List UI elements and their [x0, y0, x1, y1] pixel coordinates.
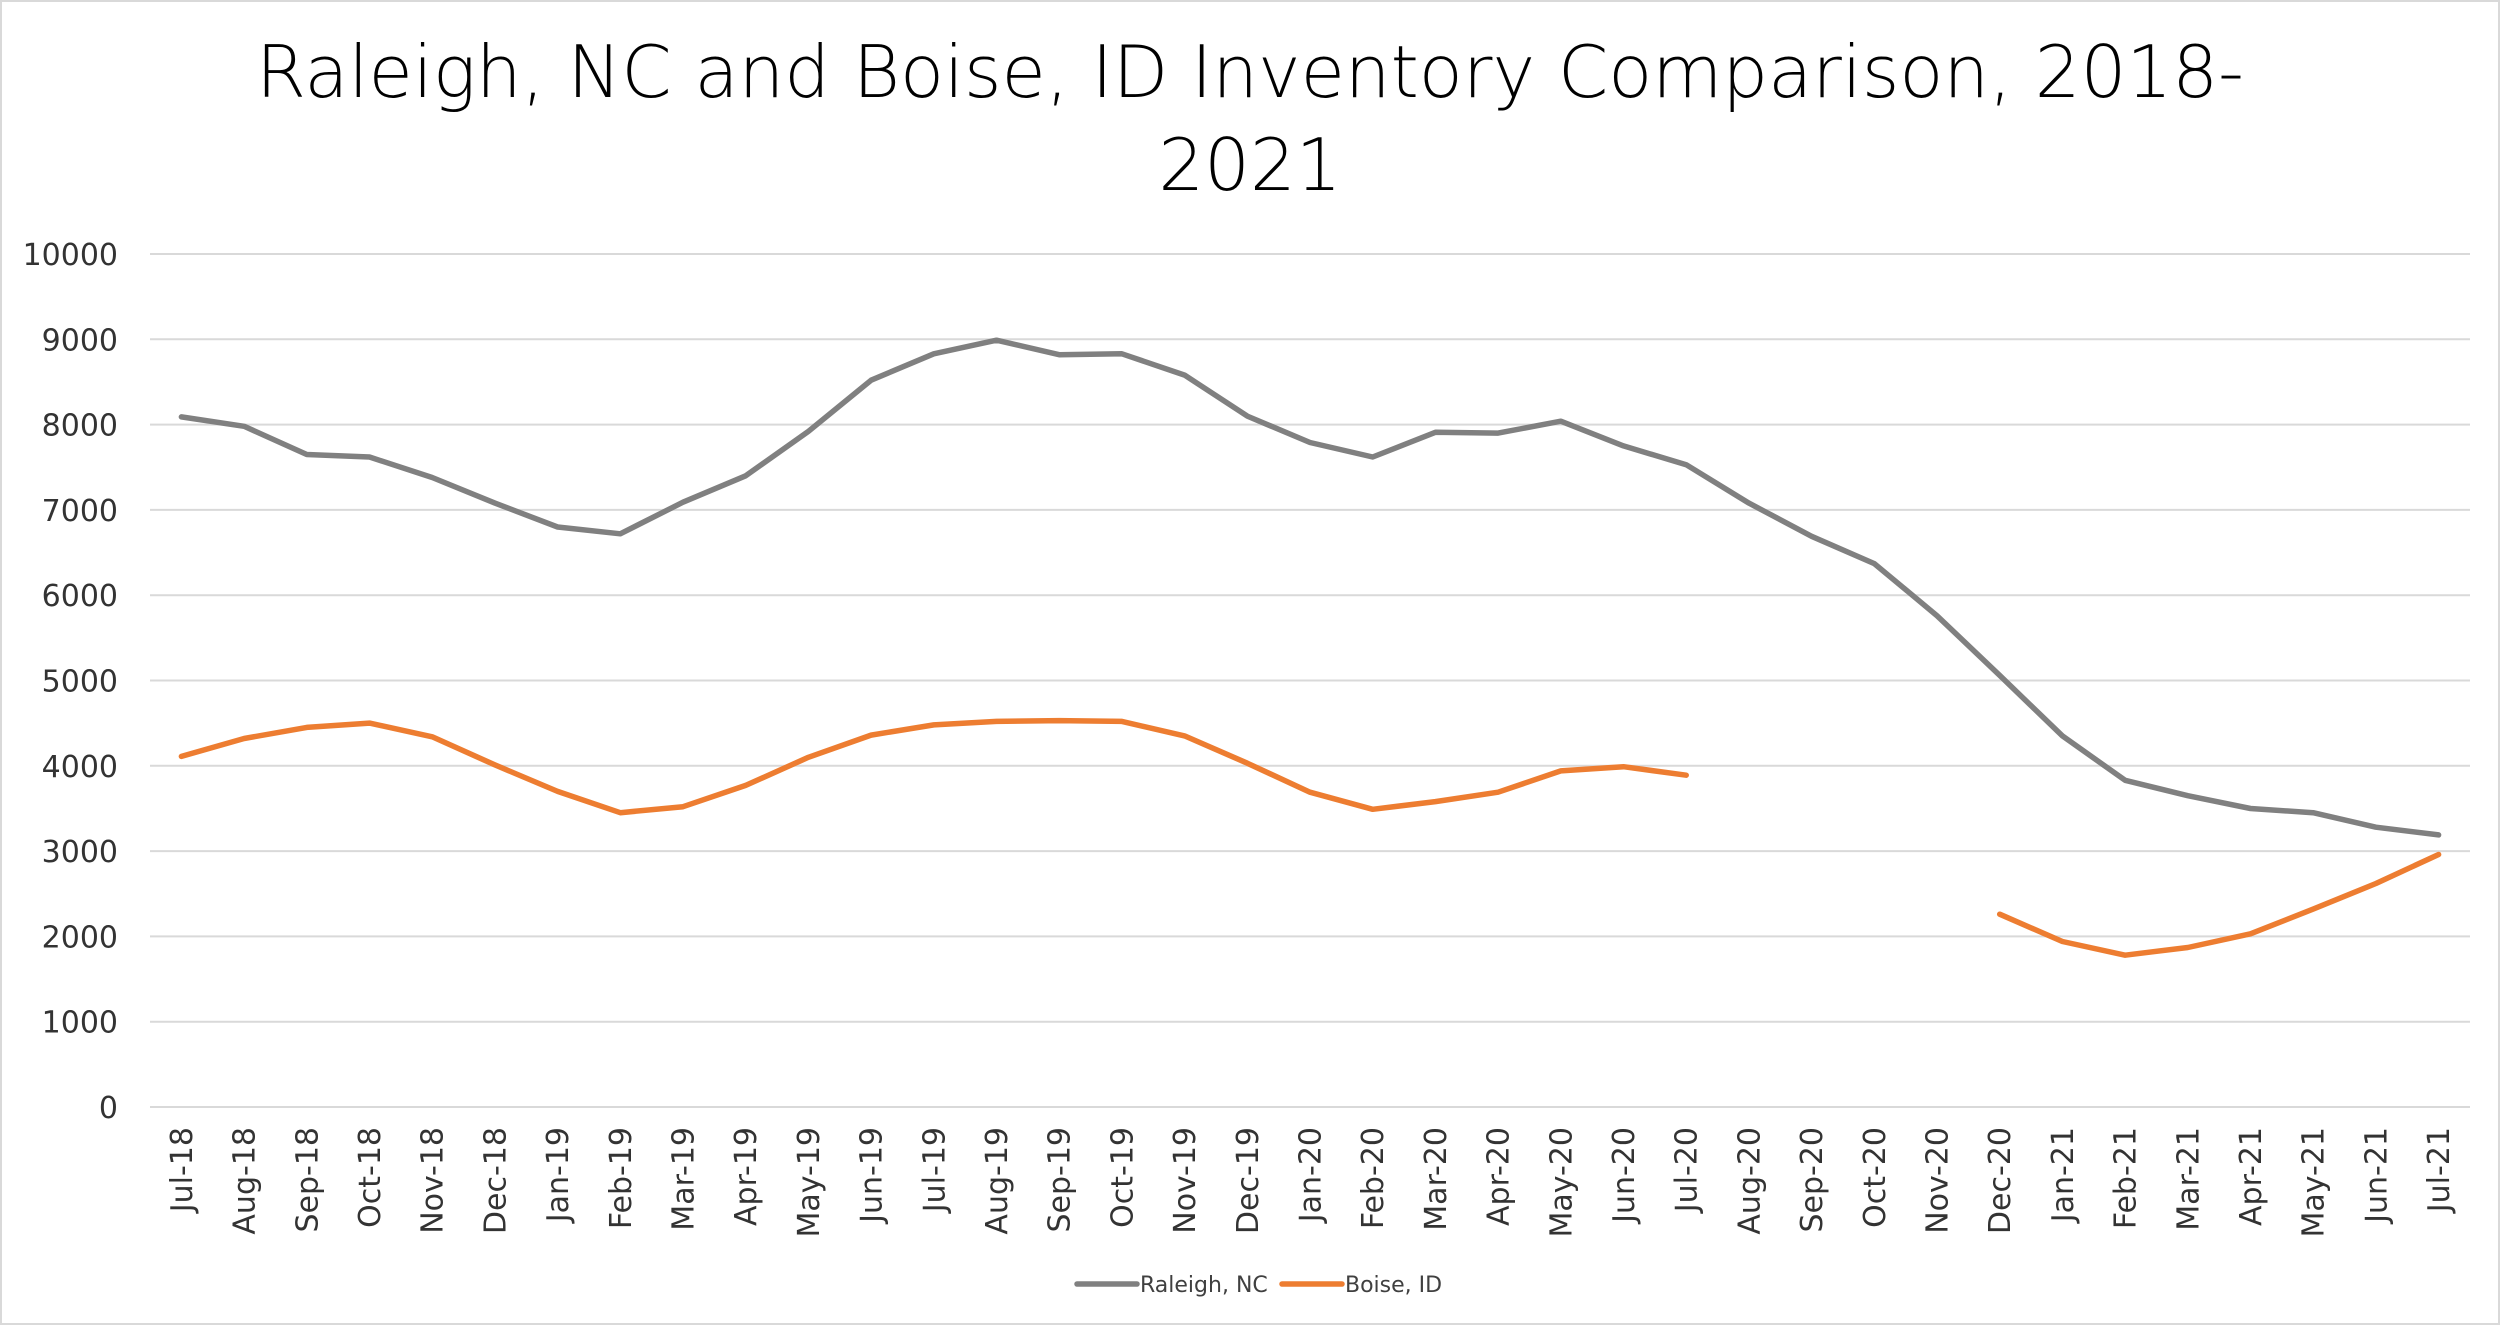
legend-label-raleigh-nc: Raleigh, NC [1140, 1273, 1268, 1298]
x-tick-label: Oct-18 [353, 1127, 388, 1228]
x-tick-label: Nov-18 [416, 1127, 451, 1234]
x-tick-label: Mar-19 [666, 1127, 701, 1231]
x-tick-label: Mar-21 [2171, 1127, 2206, 1231]
x-tick-label: Feb-20 [1356, 1127, 1391, 1229]
x-tick-label: Sep-19 [1043, 1127, 1078, 1233]
x-tick-label: Dec-18 [478, 1127, 513, 1234]
x-tick-label: Aug-18 [228, 1127, 263, 1235]
x-tick-label: Jul-18 [165, 1127, 200, 1214]
y-tick-label: 7000 [42, 494, 118, 529]
chart-title-line-2: 2021 [1158, 123, 1341, 207]
x-tick-label: Mar-20 [1419, 1127, 1454, 1231]
y-tick-label: 0 [99, 1091, 118, 1126]
x-tick-label: Jan-19 [541, 1127, 576, 1224]
y-tick-label: 3000 [42, 835, 118, 870]
x-tick-label: Dec-19 [1231, 1127, 1266, 1234]
x-tick-label: Feb-19 [604, 1127, 639, 1229]
x-tick-label: Sep-20 [1795, 1127, 1830, 1233]
chart-title: Raleigh, NC and Boise, ID Inventory Comp… [256, 30, 2244, 207]
x-tick-label: May-19 [792, 1127, 827, 1238]
gridlines [150, 253, 2470, 1023]
y-tick-label: 6000 [42, 579, 118, 614]
x-tick-label: Oct-19 [1105, 1127, 1140, 1228]
x-tick-label: Jan-21 [2046, 1127, 2081, 1224]
legend-label-boise-id: Boise, ID [1345, 1273, 1442, 1298]
y-tick-label: 9000 [42, 323, 118, 358]
x-tick-label: Apr-20 [1482, 1127, 1517, 1226]
x-tick-label: Aug-20 [1732, 1127, 1767, 1235]
x-tick-label: Jul-20 [1670, 1127, 1705, 1214]
x-tick-label: Sep-18 [290, 1127, 325, 1233]
x-tick-label: Apr-21 [2234, 1127, 2269, 1226]
chart-title-line-1: Raleigh, NC and Boise, ID Inventory Comp… [256, 30, 2244, 114]
y-tick-label: 5000 [42, 665, 118, 700]
x-tick-label: Dec-20 [1983, 1127, 2018, 1234]
series-lines [178, 337, 2442, 958]
x-tick-label: Oct-20 [1858, 1127, 1893, 1228]
series-line-raleigh-nc [178, 337, 2442, 838]
y-tick-label: 2000 [42, 920, 118, 955]
x-tick-label: Jun-20 [1607, 1127, 1642, 1225]
y-tick-label: 4000 [42, 750, 118, 785]
x-tick-label: Nov-20 [1921, 1127, 1956, 1234]
x-tick-label: Jul-19 [917, 1127, 952, 1214]
x-tick-label: Jun-19 [855, 1127, 890, 1225]
y-tick-label: 8000 [42, 409, 118, 444]
x-tick-label: Jun-21 [2359, 1127, 2394, 1225]
legend: Raleigh, NC Boise, ID [1074, 1273, 1442, 1298]
x-tick-label: Jan-20 [1294, 1127, 1329, 1224]
x-tick-label: May-20 [1544, 1127, 1579, 1238]
x-tick-label: Feb-21 [2109, 1127, 2144, 1229]
x-tick-label: May-21 [2297, 1127, 2332, 1238]
y-axis-tick-labels: 0 1000 2000 3000 4000 5000 6000 7000 8000 9000 100… [23, 238, 118, 1126]
series-line-boise-id-segment-2 [1996, 851, 2442, 958]
x-tick-label: Aug-19 [980, 1127, 1015, 1235]
x-axis-tick-labels: Jul-18 Aug-18 Sep-18 Oct-18 Nov-18 Dec-18 Jan-… [165, 1127, 2457, 1238]
x-tick-label: Apr-19 [729, 1127, 764, 1226]
series-line-boise-id-segment-1 [178, 717, 1689, 816]
y-tick-label: 1000 [42, 1006, 118, 1041]
x-tick-label: Jul-21 [2422, 1127, 2457, 1214]
x-tick-label: Nov-19 [1168, 1127, 1203, 1234]
y-tick-label: 10000 [23, 238, 118, 273]
